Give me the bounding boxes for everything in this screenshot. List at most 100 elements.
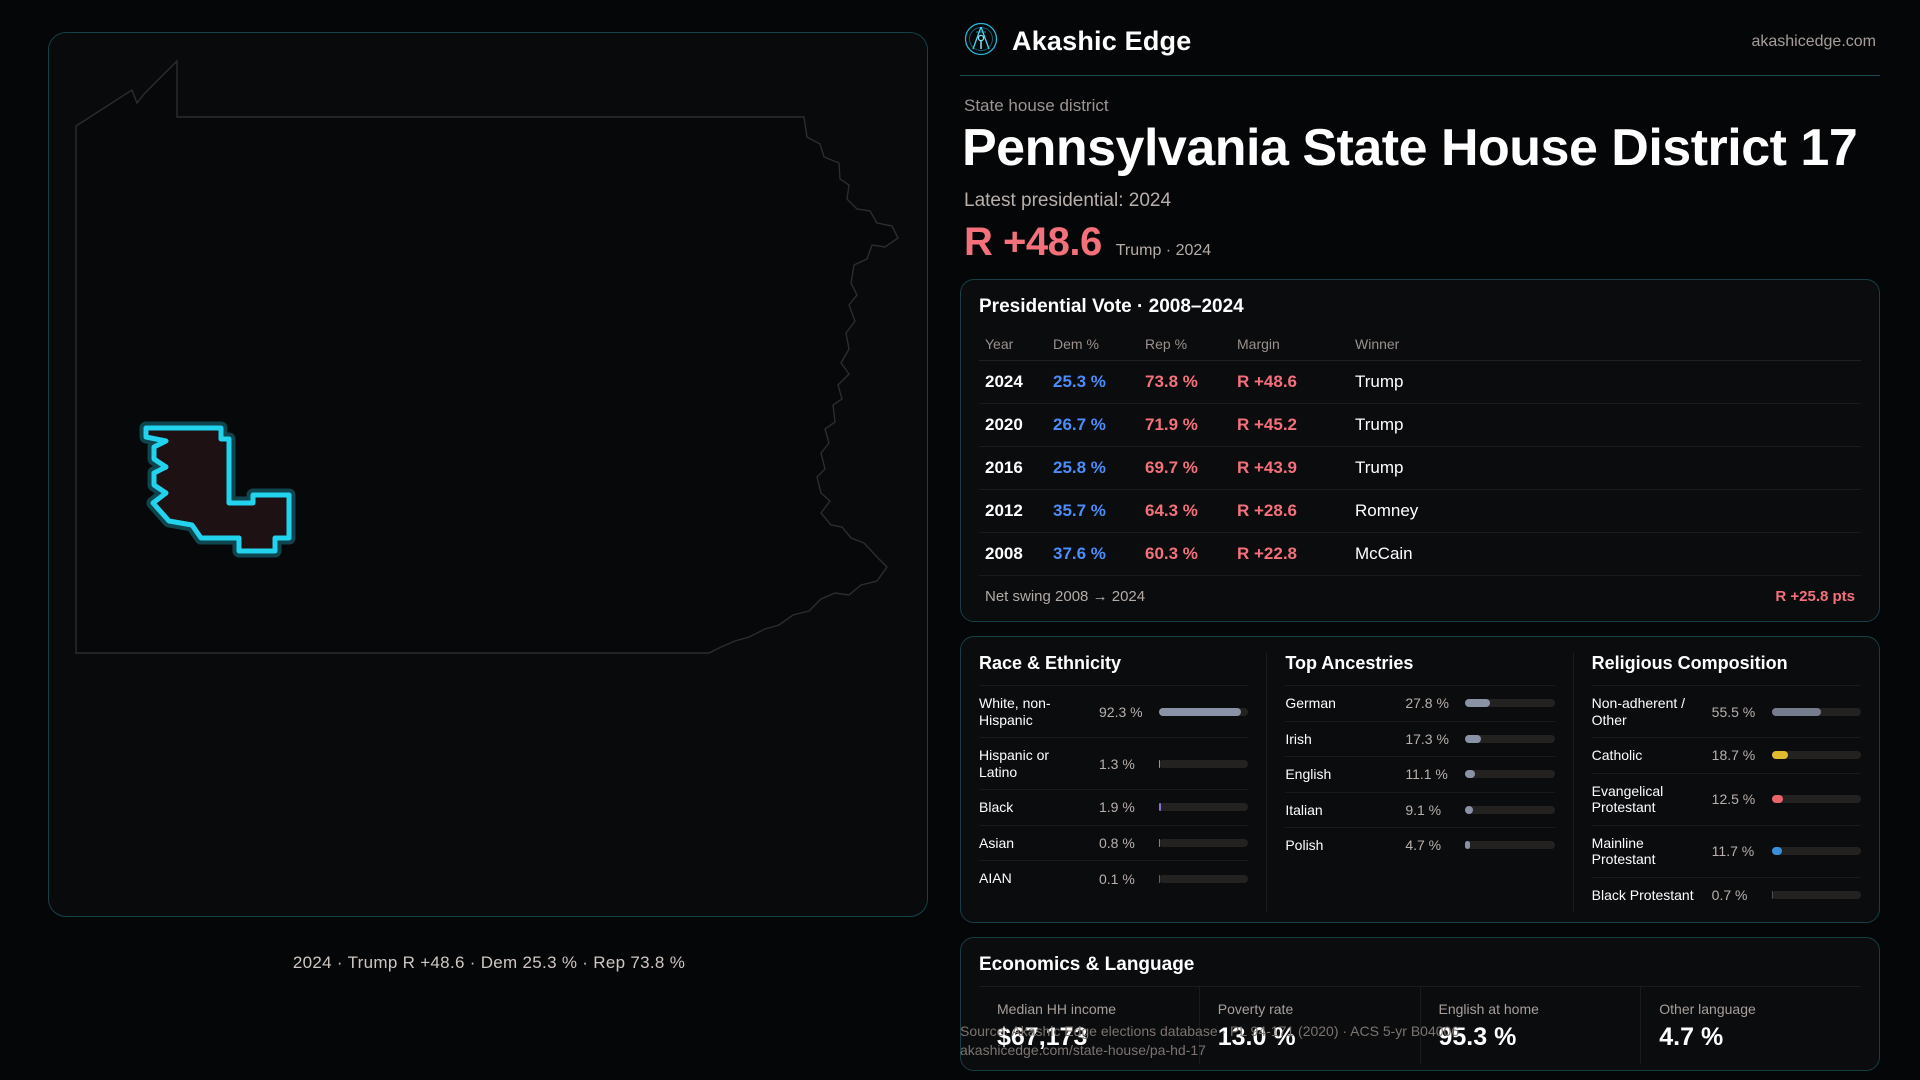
row-label: Italian [1285,801,1323,818]
presidential-vote-title: Presidential Vote · 2008–2024 [979,296,1244,318]
row-label: Evangelical Protestant [1591,782,1664,816]
list-item: Hispanic or Latino 1.3 % [979,737,1249,789]
row-label: English [1285,766,1332,783]
row-value: 27.8 % [1405,695,1449,712]
cell-dem: 37.6 % [1047,532,1139,577]
list-item: Black 1.9 % [979,789,1249,825]
metric-value: 95.3 % [1438,1023,1517,1052]
row-value: 0.8 % [1099,834,1135,851]
pennsylvania-map[interactable] [49,33,929,878]
row-bar-fill [1159,838,1161,847]
list-item: AIAN 0.1 % [979,860,1249,896]
cell-winner: Romney [1349,489,1861,534]
brand-url: akashicedge.com [1751,32,1876,50]
economics-metric: Median HH income $67,173 [979,987,1199,1064]
cell-winner: McCain [1349,532,1861,577]
row-bar-fill [1465,841,1470,850]
list-item: White, non-Hispanic 92.3 % [979,685,1249,737]
list-item: German 27.8 % [1285,685,1555,721]
district-highlight-pa-hd-17[interactable] [139,421,296,558]
metric-label: Poverty rate [1217,1001,1294,1018]
table-row: 2016 25.8 % 69.7 % R +43.9 Trump [979,446,1861,491]
col-dem: Dem % [1047,328,1139,362]
cell-dem: 25.3 % [1047,360,1139,405]
row-value: 9.1 % [1405,801,1442,818]
source-footnote: Source: Akashic Edge elections database … [960,1022,1680,1060]
cell-margin: R +28.6 [1231,489,1349,534]
list-item: Evangelical Protestant 12.5 % [1591,772,1861,825]
margin-value: R +48.6 [964,220,1102,265]
net-swing-row: Net swing 2008 → 2024 R +25.8 pts [979,576,1861,609]
row-bar-fill [1159,707,1242,716]
source-line-1: Source: Akashic Edge elections database … [960,1023,1460,1039]
margin-note: Trump · 2024 [1115,242,1212,260]
net-swing-value: R +25.8 pts [1775,588,1855,606]
list-item: Non-adherent / Other 55.5 % [1591,685,1861,737]
table-row: 2024 25.3 % 73.8 % R +48.6 Trump [979,360,1861,405]
race-ethnicity-column: Race & Ethnicity White, non-Hispanic 92.3… [961,653,1266,912]
cell-year: 2020 [979,403,1047,448]
cell-year: 2008 [979,532,1047,577]
row-label: White, non-Hispanic [979,695,1051,728]
cell-margin: R +43.9 [1231,446,1349,491]
net-swing-label: Net swing 2008 → 2024 [985,588,1146,606]
row-bar-fill [1771,795,1783,804]
source-line-2: akashicedge.com/state-house/pa-hd-17 [960,1041,1206,1058]
row-bar-fill [1159,759,1161,768]
list-item: Italian 9.1 % [1285,791,1555,828]
row-bar-fill [1465,734,1481,743]
brand-left: Akashic Edge [964,22,1191,61]
row-value: 92.3 % [1099,703,1143,720]
economics-language-title: Economics & Language [979,954,1195,976]
presidential-vote-table: Year Dem % Rep % Margin Winner 2024 25.3 … [979,328,1861,577]
row-bar-fill [1465,770,1476,779]
row-value: 0.1 % [1099,870,1135,887]
row-bar-track [1159,838,1249,847]
row-bar-track [1771,847,1861,856]
row-label: Irish [1285,730,1312,747]
row-bar-fill [1159,803,1161,812]
cell-winner: Trump [1349,403,1861,448]
row-label: Asian [979,834,1015,851]
top-ancestries-title: Top Ancestries [1285,653,1414,674]
list-item: English 11.1 % [1285,756,1555,792]
row-bar-track [1771,707,1861,716]
row-bar-track [1771,795,1861,804]
cell-margin: R +45.2 [1231,403,1349,448]
metric-label: Median HH income [997,1001,1117,1018]
row-bar-track [1771,751,1861,760]
row-value: 11.7 % [1711,843,1755,860]
col-margin: Margin [1231,328,1349,362]
row-bar-fill [1771,707,1822,716]
row-value: 4.7 % [1405,837,1442,854]
economics-language-card: Economics & Language Median HH income $67… [960,937,1880,1072]
demographics-card: Race & Ethnicity White, non-Hispanic 92.3… [960,636,1880,924]
cell-dem: 25.8 % [1047,446,1139,491]
row-bar-track [1159,759,1249,768]
cell-rep: 60.3 % [1139,532,1231,577]
col-winner: Winner [1349,328,1861,362]
row-value: 17.3 % [1405,730,1449,747]
row-label: Black Protestant [1591,886,1694,903]
row-label: Polish [1285,837,1324,854]
row-label: Non-adherent / Other [1591,695,1686,728]
list-item: Polish 4.7 % [1285,827,1555,863]
col-year: Year [979,328,1047,362]
cell-year: 2024 [979,360,1047,405]
cell-rep: 71.9 % [1139,403,1231,448]
economics-metrics-row: Median HH income $67,173 Poverty rate 13.0 … [979,986,1861,1065]
row-label: Mainline Protestant [1591,834,1656,868]
row-bar-fill [1771,891,1773,900]
cell-winner: Trump [1349,360,1861,405]
row-label: AIAN [979,870,1012,887]
brand-name: Akashic Edge [1012,26,1192,56]
row-bar-track [1465,734,1555,743]
cell-margin: R +22.8 [1231,532,1349,577]
economics-metric: Other language 4.7 % [1640,987,1861,1065]
religious-composition-title: Religious Composition [1591,653,1788,674]
row-label: German [1285,695,1336,712]
row-bar-track [1159,803,1249,812]
metric-value: 13.0 % [1217,1023,1296,1052]
map-caption: 2024 · Trump R +48.6 · Dem 25.3 % · Rep … [292,953,686,972]
